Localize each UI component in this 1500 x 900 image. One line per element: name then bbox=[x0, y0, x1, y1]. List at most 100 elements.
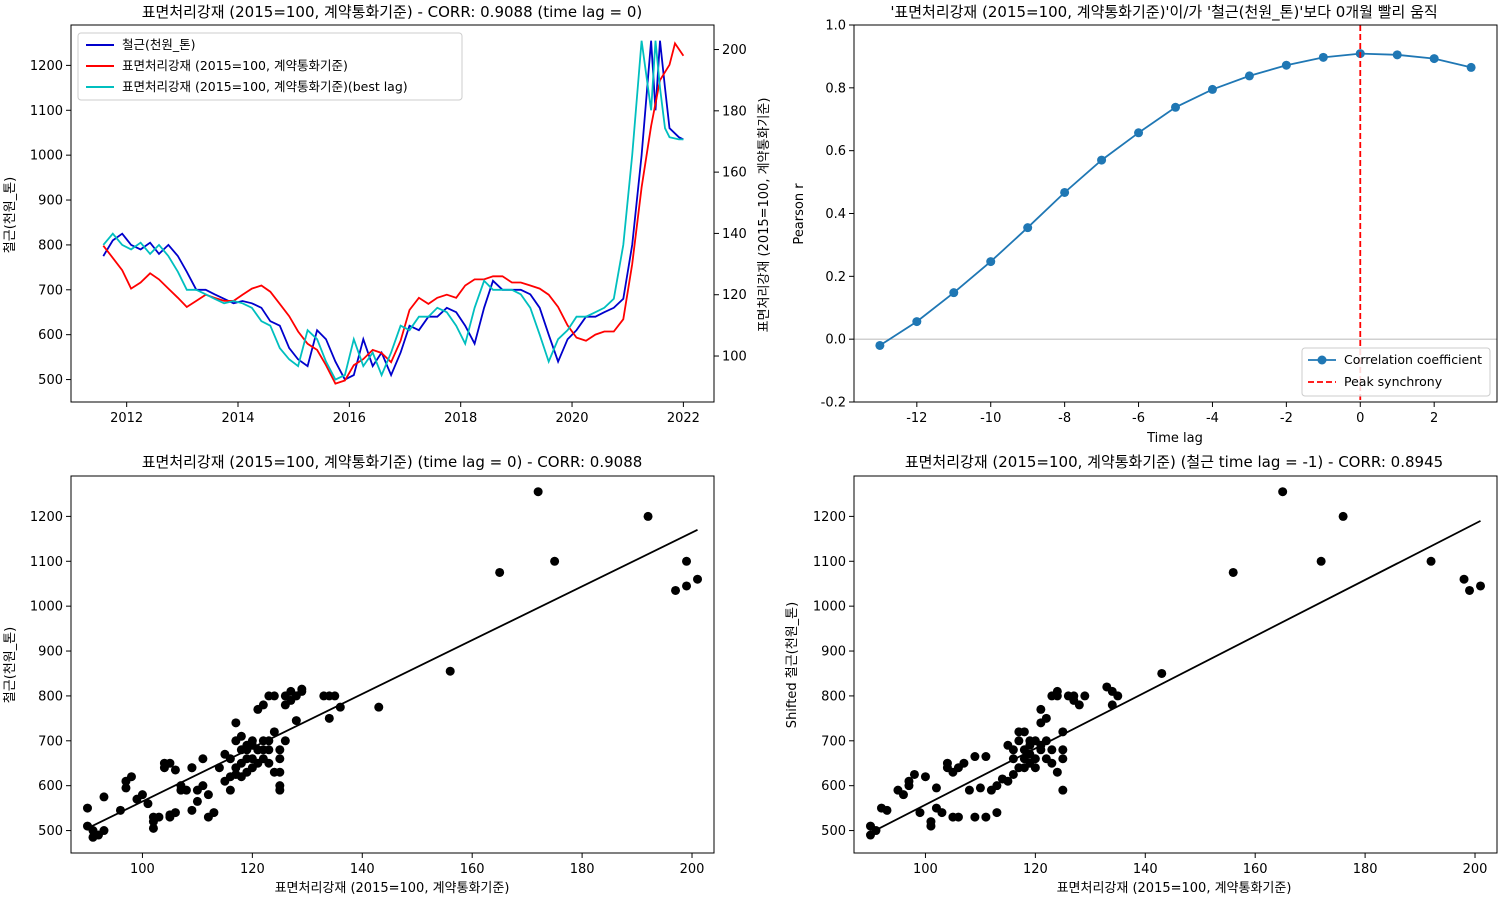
scatter1-xlabel: 표면처리강재 (2015=100, 계약통화기준) bbox=[275, 881, 510, 896]
scatter2-point bbox=[1228, 567, 1238, 577]
timeseries-line-2 bbox=[102, 40, 684, 381]
scatter2-point bbox=[1278, 487, 1288, 497]
legend-label-bestlag: 표면처리강재 (2015=100, 계약통화기준)(best lag) bbox=[122, 79, 408, 94]
timeseries-line-1 bbox=[102, 41, 685, 385]
lagcorr-frame bbox=[853, 24, 1498, 403]
scatter2-point bbox=[1052, 691, 1062, 701]
scatter2-point bbox=[992, 808, 1002, 818]
lagcorr-legend-box bbox=[1301, 347, 1491, 397]
scatter2-point bbox=[1030, 754, 1040, 764]
scatter1-xtick-label: 100 bbox=[130, 862, 155, 877]
lagcorr-legend: Correlation coefficient Peak synchrony bbox=[1301, 347, 1491, 397]
scatter1-point bbox=[170, 808, 180, 818]
lagcorr-point bbox=[1097, 155, 1107, 165]
lagcorr-xtick-label: 2 bbox=[1430, 411, 1438, 426]
scatter2-point bbox=[964, 785, 974, 795]
timeseries-ytick-left-label: 900 bbox=[38, 194, 63, 209]
scatter1-point bbox=[495, 567, 505, 577]
scatter1-point bbox=[126, 772, 136, 782]
scatter1-point bbox=[374, 702, 384, 712]
timeseries-ytick-right-label: 100 bbox=[722, 350, 747, 365]
timeseries-ylabel-right: 표면처리강재 (2015=100, 계약통화기준) bbox=[757, 98, 772, 333]
legend-label-rebar: 철근(천원_톤) bbox=[122, 37, 196, 52]
timeseries-ytick-left-label: 1000 bbox=[30, 149, 63, 164]
scatter1-point bbox=[445, 666, 455, 676]
scatter2-point bbox=[1074, 700, 1084, 710]
lagcorr-title: '표면처리강재 (2015=100, 계약통화기준)'이/가 '철근(천원_톤)… bbox=[890, 3, 1437, 22]
lagcorr-point bbox=[1318, 52, 1328, 62]
timeseries-ytick-left-label: 600 bbox=[38, 328, 63, 343]
lagcorr-point bbox=[1392, 50, 1402, 60]
timeseries-ytick-left-label: 1200 bbox=[30, 59, 63, 74]
scatter2-frame bbox=[853, 475, 1498, 854]
scatter2-point bbox=[1058, 785, 1068, 795]
lagcorr-line bbox=[879, 52, 1472, 347]
lagcorr-xtick-label: -6 bbox=[1132, 411, 1145, 426]
scatter2-ytick-label: 1000 bbox=[813, 600, 846, 615]
scatter1-point bbox=[269, 727, 279, 737]
lagcorr-point bbox=[875, 340, 885, 350]
scatter2-point bbox=[1019, 727, 1029, 737]
scatter1-point bbox=[225, 785, 235, 795]
lagcorr-ytick-label: 0.4 bbox=[825, 207, 846, 222]
scatter2-axes: 100 120 140 160 180 200 500 600 700 800 900 1000 110… bbox=[813, 475, 1498, 877]
scatter2-panel: 표면처리강재 (2015=100, 계약통화기준) (철근 time lag =… bbox=[785, 453, 1498, 896]
scatter2-point bbox=[909, 769, 919, 779]
scatter2-ytick-label: 600 bbox=[821, 779, 846, 794]
scatter1-point bbox=[187, 805, 197, 815]
scatter1-point bbox=[264, 745, 274, 755]
scatter2-point bbox=[1069, 691, 1079, 701]
timeseries-line-0 bbox=[102, 40, 684, 381]
scatter1-point bbox=[137, 790, 147, 800]
scatter2-point bbox=[1008, 745, 1018, 755]
timeseries-axes: 2012 2014 2016 2018 2020 2022 500 600 700 800 900 1… bbox=[30, 24, 747, 426]
scatter1-point bbox=[291, 716, 301, 726]
scatter1-point bbox=[550, 556, 560, 566]
scatter2-point bbox=[1157, 668, 1167, 678]
lagcorr-ytick-label: -0.2 bbox=[821, 396, 846, 411]
scatter1-point bbox=[165, 758, 175, 768]
scatter2-ylabel: Shifted 철근(천원_톤) bbox=[785, 602, 800, 728]
scatter2-point bbox=[1036, 704, 1046, 714]
scatter1-point bbox=[154, 812, 164, 822]
scatter1-point bbox=[82, 803, 92, 813]
scatter2-point bbox=[1113, 691, 1123, 701]
scatter1-point bbox=[280, 736, 290, 746]
scatter2-point bbox=[1338, 511, 1348, 521]
scatter1-ytick-label: 1000 bbox=[30, 600, 63, 615]
scatter1-xtick-label: 140 bbox=[350, 862, 375, 877]
lagcorr-point bbox=[1134, 128, 1144, 138]
timeseries-xtick-label: 2018 bbox=[444, 411, 477, 426]
legend-marker-corr bbox=[1317, 355, 1327, 365]
scatter1-point bbox=[269, 691, 279, 701]
scatter1-point bbox=[671, 585, 681, 595]
lagcorr-axes: -12 -10 -8 -6 -4 -2 0 2 -0.2 0.0 0.2 0.4 0.6 0.8 1.0 bbox=[821, 19, 1498, 426]
timeseries-legend-box bbox=[77, 32, 463, 101]
scatter2-point bbox=[1003, 776, 1013, 786]
timeseries-xtick-label: 2014 bbox=[221, 411, 254, 426]
scatter2-ytick-label: 1200 bbox=[813, 510, 846, 525]
timeseries-ytick-right-label: 200 bbox=[722, 43, 747, 58]
lagcorr-xtick-label: 0 bbox=[1356, 411, 1364, 426]
scatter2-xtick-label: 180 bbox=[1353, 862, 1378, 877]
timeseries-xtick-label: 2022 bbox=[667, 411, 700, 426]
scatter2-point bbox=[970, 752, 980, 762]
scatter1-ytick-label: 600 bbox=[38, 779, 63, 794]
scatter2-point bbox=[904, 781, 914, 791]
timeseries-ytick-right-label: 140 bbox=[722, 227, 747, 242]
lagcorr-point bbox=[912, 317, 922, 327]
lagcorr-point bbox=[1023, 223, 1033, 233]
timeseries-frame bbox=[70, 24, 715, 403]
scatter2-point bbox=[920, 772, 930, 782]
timeseries-xtick-label: 2016 bbox=[333, 411, 366, 426]
lagcorr-ytick-label: 0.2 bbox=[825, 270, 846, 285]
scatter2-point bbox=[931, 783, 941, 793]
lagcorr-point bbox=[1171, 102, 1180, 112]
scatter2-point bbox=[953, 812, 963, 822]
scatter1-point bbox=[258, 700, 268, 710]
scatter2-point bbox=[1008, 769, 1018, 779]
legend-label-corr: Correlation coefficient bbox=[1344, 352, 1482, 367]
scatter1-point bbox=[148, 823, 158, 833]
scatter2-fit-line bbox=[870, 520, 1481, 834]
